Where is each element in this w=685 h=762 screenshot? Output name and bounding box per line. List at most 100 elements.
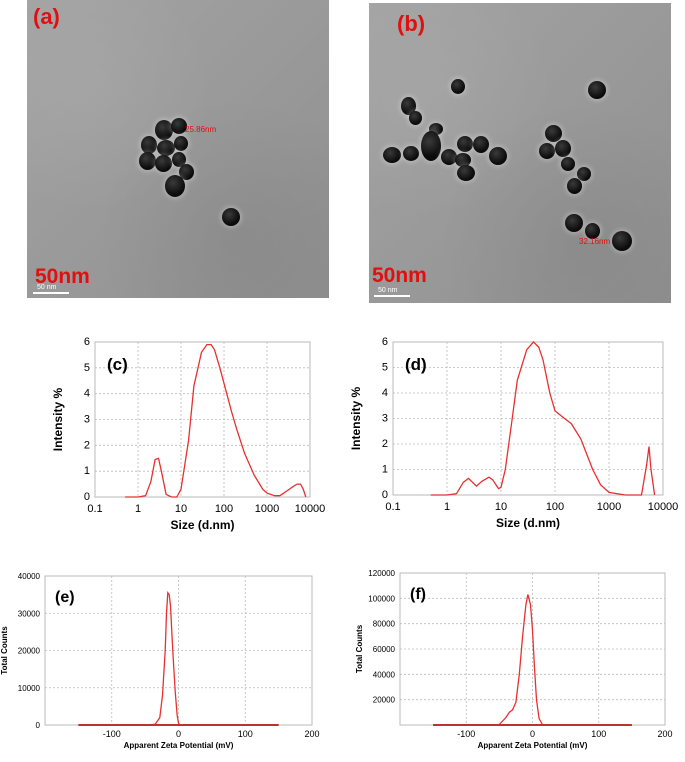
- nanoparticle: [567, 178, 582, 194]
- x-tick-label: 1: [444, 501, 450, 513]
- nanoparticle: [489, 147, 507, 165]
- zeta-potential-chart-f: -100 0 100 200 20000 40000 60000 80000 100000 120…: [355, 569, 673, 750]
- y-tick-label: 6: [84, 336, 90, 348]
- x-tick-label: 10000: [295, 503, 326, 515]
- x-tick-label: 0.1: [87, 503, 102, 515]
- y-tick-label: 1: [84, 465, 90, 477]
- y-axis-label: Intensity %: [51, 388, 65, 452]
- x-tick-label: -100: [457, 729, 475, 739]
- nanoparticle: [555, 140, 571, 157]
- x-tick-label: 0: [530, 729, 535, 739]
- y-tick-label: 40000: [373, 670, 396, 679]
- nanoparticle: [139, 152, 156, 170]
- nanoparticle: [577, 167, 591, 181]
- y-tick-label: 1: [382, 464, 388, 476]
- y-tick-label: 40000: [18, 572, 41, 581]
- y-tick-label: 5: [84, 362, 90, 374]
- nanoparticle: [539, 143, 555, 159]
- nanoparticle: [403, 146, 419, 161]
- x-tick-label: 1000: [255, 503, 279, 515]
- y-tick-label: 3: [84, 414, 90, 426]
- nanoparticle: [585, 223, 600, 239]
- x-tick-label: 100: [238, 729, 253, 739]
- x-axis-label: Size (d.nm): [496, 516, 560, 530]
- nanoparticle: [565, 214, 583, 232]
- x-tick-label: 0: [176, 729, 181, 739]
- nanoparticle: [612, 231, 632, 251]
- tem-image-a: (a) 25.86nm 50nm 50 nm: [27, 0, 329, 298]
- panel-label: (c): [107, 355, 128, 374]
- x-tick-label: 200: [304, 729, 319, 739]
- x-tick-label: -100: [103, 729, 121, 739]
- y-tick-label: 60000: [373, 645, 396, 654]
- y-tick-label: 5: [382, 362, 388, 374]
- nanoparticle: [421, 131, 441, 161]
- x-axis-label: Apparent Zeta Potential (mV): [478, 741, 588, 750]
- x-axis-label: Apparent Zeta Potential (mV): [124, 741, 234, 750]
- y-tick-label: 0: [84, 491, 90, 503]
- nanoparticle: [457, 136, 473, 152]
- nanoparticle: [451, 79, 465, 94]
- series-line: [125, 343, 307, 498]
- y-tick-label: 2: [382, 438, 388, 450]
- y-tick-label: 20000: [373, 696, 396, 705]
- scale-bar: [374, 295, 410, 297]
- nanoparticle: [179, 164, 194, 180]
- nanoparticle: [171, 118, 187, 134]
- nanoparticle: [172, 152, 186, 167]
- nanoparticle: [441, 149, 457, 165]
- scale-text: 50nm: [372, 264, 427, 287]
- scale-text: 50nm: [35, 265, 90, 288]
- scale-bar-label: 50 nm: [378, 287, 398, 294]
- y-tick-label: 0: [36, 721, 41, 730]
- nanoparticle: [455, 153, 471, 167]
- y-tick-label: 0: [382, 489, 388, 501]
- x-tick-label: 1000: [597, 501, 621, 513]
- y-tick-label: 10000: [18, 684, 41, 693]
- y-tick-label: 4: [84, 388, 90, 400]
- y-tick-label: 4: [382, 387, 388, 399]
- y-axis-label: Total Counts: [355, 624, 364, 673]
- y-tick-label: 3: [382, 413, 388, 425]
- size-distribution-chart-c: 0.1 1 10 100 1000 10000 0 1 2 3 4 5 6 (c) Size (d.nm) I…: [51, 336, 326, 532]
- series-line: [433, 594, 632, 726]
- x-tick-label: 100: [215, 503, 233, 515]
- nanoparticle: [473, 136, 489, 153]
- x-axis-label: Size (d.nm): [170, 518, 234, 532]
- series-line: [430, 341, 656, 496]
- nanoparticle: [155, 155, 172, 172]
- size-distribution-chart-d: 0.1 1 10 100 1000 10000 0 1 2 3 4 5 6 (d) Size (d.nm) I…: [349, 336, 679, 530]
- nanoparticle: [401, 97, 416, 115]
- scale-bar: [33, 292, 69, 294]
- nanoparticle: [174, 136, 188, 151]
- x-tick-label: 10000: [648, 501, 679, 513]
- y-tick-label: 2: [84, 439, 90, 451]
- nanoparticle: [157, 140, 175, 156]
- y-tick-label: 20000: [18, 647, 41, 656]
- zeta-potential-chart-e: -100 0 100 200 0 10000 20000 30000 40000 (e) Appar…: [0, 572, 320, 750]
- x-tick-label: 1: [135, 503, 141, 515]
- x-tick-label: 200: [657, 729, 672, 739]
- y-tick-label: 30000: [18, 609, 41, 618]
- panel-label: (d): [405, 355, 427, 374]
- x-tick-label: 100: [591, 729, 606, 739]
- particle-measurement: 32.16nm: [579, 237, 611, 246]
- nanoparticle: [457, 165, 475, 181]
- panel-label-a: (a): [33, 4, 60, 29]
- nanoparticle: [141, 136, 157, 154]
- nanoparticle: [165, 175, 185, 197]
- scale-bar-label: 50 nm: [37, 284, 57, 291]
- x-tick-label: 10: [495, 501, 507, 513]
- tem-background: [369, 3, 671, 303]
- tem-image-b: (b) 32.16nm 50nm 50 nm: [369, 3, 671, 303]
- nanoparticle: [561, 157, 575, 171]
- nanoparticle: [588, 81, 606, 99]
- nanoparticle: [383, 147, 401, 163]
- y-tick-label: 100000: [368, 594, 395, 603]
- y-tick-label: 80000: [373, 620, 396, 629]
- nanoparticle: [409, 111, 422, 125]
- y-tick-label: 6: [382, 336, 388, 348]
- nanoparticle: [155, 120, 173, 140]
- panel-label: (f): [410, 586, 426, 603]
- nanoparticle: [545, 125, 562, 142]
